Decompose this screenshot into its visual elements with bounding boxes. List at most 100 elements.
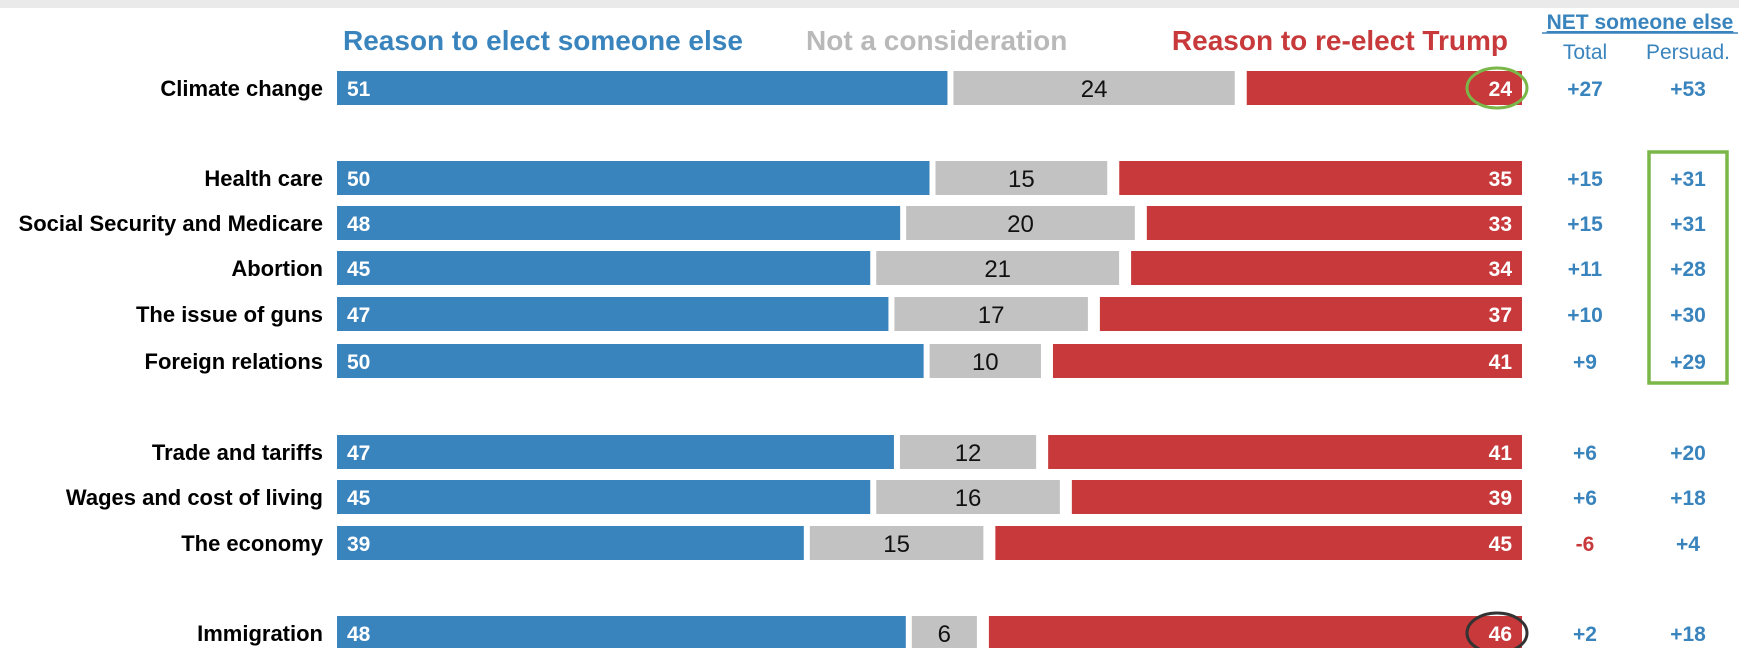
value-not-a-consideration-trade-and-tariffs: 12 [955,440,982,467]
highlight-circle-immigration [1465,611,1529,648]
row-label-health-care: Health care [204,166,323,191]
bar-not-a-consideration-abortion [876,251,1120,285]
bar-elect-someone-else-immigration [337,616,906,648]
value-not-a-consideration-abortion: 21 [984,256,1011,283]
value-elect-someone-else-foreign-relations: 50 [347,351,370,374]
value-elect-someone-else-social-security-and-medicare: 48 [347,213,371,236]
value-re-elect-trump-the-economy: 45 [1489,533,1513,556]
bar-re-elect-trump-trade-and-tariffs [1048,435,1522,469]
net-header-title: NET someone else [1547,11,1734,34]
value-re-elect-trump-immigration: 46 [1489,623,1512,646]
net-total-climate-change: +27 [1567,78,1603,101]
value-elect-someone-else-the-issue-of-guns: 47 [347,304,370,327]
net-persuadable-the-issue-of-guns: +30 [1670,304,1706,327]
value-re-elect-trump-trade-and-tariffs: 41 [1489,442,1513,465]
value-not-a-consideration-wages-and-cost-of-living: 16 [955,485,982,512]
value-elect-someone-else-trade-and-tariffs: 47 [347,442,370,465]
net-total-immigration: +2 [1573,623,1597,646]
net-persuadable-health-care: +31 [1670,168,1706,191]
bar-elect-someone-else-trade-and-tariffs [337,435,894,469]
row-label-climate-change: Climate change [160,76,323,101]
net-persuadable-trade-and-tariffs: +20 [1670,442,1706,465]
bar-re-elect-trump-immigration [988,616,1522,648]
row-label-the-issue-of-guns: The issue of guns [136,302,323,327]
bar-elect-someone-else-the-issue-of-guns [337,297,889,331]
net-persuadable-wages-and-cost-of-living: +18 [1670,487,1706,510]
row-label-trade-and-tariffs: Trade and tariffs [152,440,323,465]
value-not-a-consideration-climate-change: 24 [1081,76,1108,103]
row-label-abortion: Abortion [231,256,323,281]
bar-elect-someone-else-foreign-relations [337,344,924,378]
bar-not-a-consideration-the-economy [809,526,984,560]
net-persuadable-social-security-and-medicare: +31 [1670,213,1706,236]
net-persuadable-climate-change: +53 [1670,78,1706,101]
bar-re-elect-trump-foreign-relations [1052,344,1522,378]
value-not-a-consideration-health-care: 15 [1008,166,1035,193]
net-persuadable-abortion: +28 [1670,258,1706,281]
net-total-health-care: +15 [1567,168,1603,191]
value-not-a-consideration-foreign-relations: 10 [972,349,999,376]
value-re-elect-trump-wages-and-cost-of-living: 39 [1489,487,1512,510]
net-total-the-issue-of-guns: +10 [1567,304,1603,327]
bar-not-a-consideration-health-care [935,161,1108,195]
bar-elect-someone-else-the-economy [337,526,804,560]
bar-not-a-consideration-social-security-and-medicare [906,206,1135,240]
value-not-a-consideration-immigration: 6 [938,621,951,648]
bar-re-elect-trump-wages-and-cost-of-living [1071,480,1522,514]
net-col-persuadable: Persuad. [1646,41,1730,64]
value-not-a-consideration-the-economy: 15 [883,531,910,558]
value-elect-someone-else-the-economy: 39 [347,533,370,556]
legend-re-elect-trump: Reason to re-elect Trump [1172,25,1508,56]
row-label-wages-and-cost-of-living: Wages and cost of living [66,485,323,510]
net-total-abortion: +11 [1568,258,1603,281]
bar-elect-someone-else-abortion [337,251,871,285]
net-col-total: Total [1563,41,1607,64]
bar-elect-someone-else-climate-change [337,71,948,105]
bar-re-elect-trump-abortion [1131,251,1522,285]
highlight-box-persuadable [1647,150,1729,385]
bar-elect-someone-else-wages-and-cost-of-living [337,480,871,514]
net-persuadable-immigration: +18 [1670,623,1706,646]
value-elect-someone-else-immigration: 48 [347,623,371,646]
net-persuadable-the-economy: +4 [1676,533,1700,556]
highlight-circle-climate-change [1465,66,1529,110]
net-total-the-economy: -6 [1576,533,1595,556]
bar-elect-someone-else-health-care [337,161,930,195]
top-border [0,0,1739,8]
bar-elect-someone-else-social-security-and-medicare [337,206,901,240]
bar-not-a-consideration-the-issue-of-guns [894,297,1088,331]
bar-re-elect-trump-the-economy [995,526,1522,560]
value-re-elect-trump-the-issue-of-guns: 37 [1489,304,1512,327]
bar-not-a-consideration-immigration [911,616,977,648]
net-total-social-security-and-medicare: +15 [1567,213,1603,236]
value-elect-someone-else-health-care: 50 [347,168,370,191]
row-label-foreign-relations: Foreign relations [145,349,323,374]
legend-not-a-consideration: Not a consideration [806,25,1067,56]
net-persuadable-foreign-relations: +29 [1670,351,1706,374]
chart-rows: Climate change 51 24 24 +27 +53 Health care 50 1… [19,66,1729,648]
net-total-trade-and-tariffs: +6 [1573,442,1597,465]
value-elect-someone-else-abortion: 45 [347,258,371,281]
bar-re-elect-trump-the-issue-of-guns [1099,297,1522,331]
row-label-the-economy: The economy [181,531,324,556]
value-not-a-consideration-the-issue-of-guns: 17 [978,302,1005,329]
bar-not-a-consideration-trade-and-tariffs [899,435,1037,469]
bar-not-a-consideration-foreign-relations [929,344,1041,378]
bar-not-a-consideration-climate-change [953,71,1235,105]
value-re-elect-trump-social-security-and-medicare: 33 [1489,213,1512,236]
value-elect-someone-else-wages-and-cost-of-living: 45 [347,487,371,510]
value-elect-someone-else-climate-change: 51 [347,78,371,101]
net-total-wages-and-cost-of-living: +6 [1573,487,1597,510]
bar-re-elect-trump-climate-change [1246,71,1522,105]
value-not-a-consideration-social-security-and-medicare: 20 [1007,211,1034,238]
value-re-elect-trump-foreign-relations: 41 [1489,351,1513,374]
bar-re-elect-trump-social-security-and-medicare [1146,206,1522,240]
value-re-elect-trump-climate-change: 24 [1489,78,1513,101]
row-label-social-security-and-medicare: Social Security and Medicare [19,211,323,236]
bar-re-elect-trump-health-care [1119,161,1522,195]
row-label-immigration: Immigration [197,621,323,646]
net-total-foreign-relations: +9 [1573,351,1597,374]
value-re-elect-trump-abortion: 34 [1489,258,1513,281]
bar-not-a-consideration-wages-and-cost-of-living [876,480,1060,514]
